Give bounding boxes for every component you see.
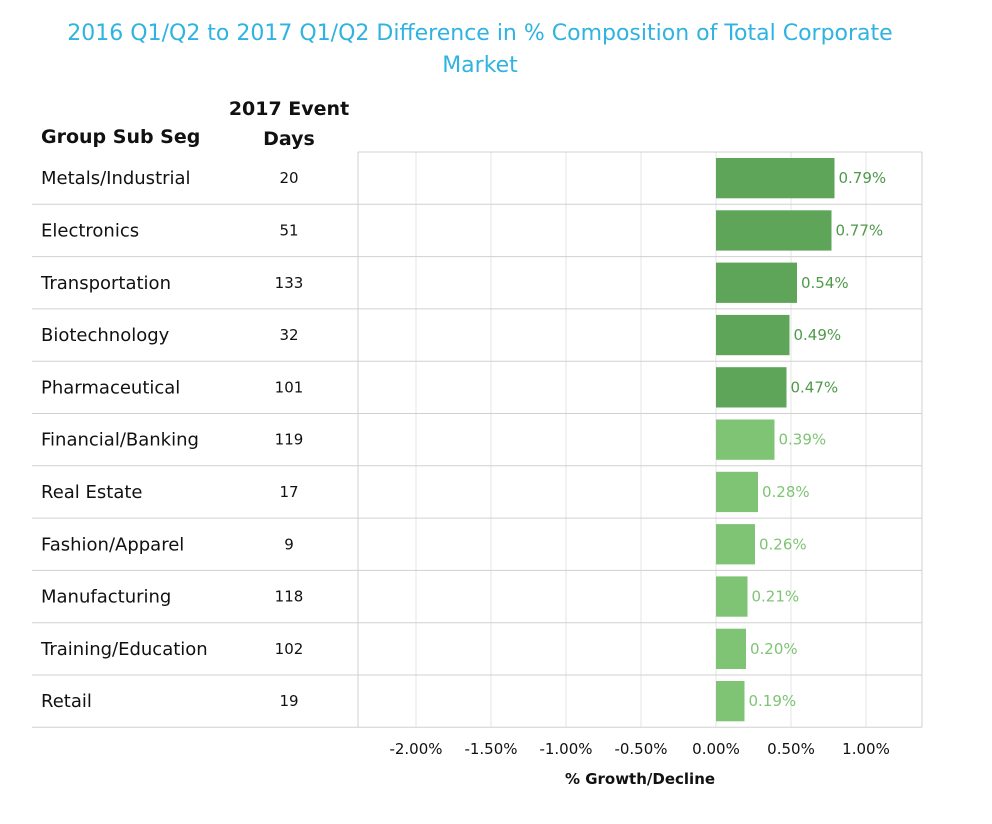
bar-value-label: 0.54% — [801, 274, 849, 292]
bar — [716, 419, 775, 460]
bar — [716, 314, 790, 356]
bar — [716, 681, 745, 722]
bar-value-label: 0.19% — [749, 692, 797, 710]
event-days-value: 17 — [279, 483, 298, 501]
x-axis-label: % Growth/Decline — [564, 770, 716, 788]
event-days-value: 32 — [279, 326, 298, 344]
event-days-value: 102 — [275, 640, 304, 658]
event-days-value: 133 — [275, 274, 304, 292]
event-days-value: 19 — [279, 692, 298, 710]
bar-value-label: 0.28% — [762, 483, 810, 501]
x-tick-label: -0.50% — [614, 740, 667, 758]
bar-value-label: 0.79% — [839, 169, 887, 187]
row-label: Financial/Banking — [41, 430, 199, 451]
event-days-value: 9 — [284, 535, 294, 553]
row-label: Retail — [41, 691, 92, 712]
bar — [716, 628, 746, 669]
event-days-value: 101 — [275, 378, 304, 396]
bar — [716, 158, 835, 199]
bar-value-label: 0.77% — [836, 221, 884, 239]
bar-value-label: 0.49% — [794, 326, 842, 344]
bar — [716, 210, 832, 251]
row-header: Group Sub Seg — [41, 126, 201, 148]
row-label: Manufacturing — [41, 587, 171, 608]
bar — [716, 262, 797, 303]
row-label: Real Estate — [41, 482, 143, 503]
bar-value-label: 0.20% — [750, 640, 798, 658]
row-label: Biotechnology — [41, 325, 170, 346]
x-tick-label: -1.00% — [539, 740, 592, 758]
event-days-value: 118 — [275, 588, 304, 606]
value-header: 2017 Event Days — [228, 98, 350, 150]
bar — [716, 576, 748, 617]
x-tick-label: 1.00% — [842, 740, 890, 758]
bar-value-label: 0.26% — [759, 535, 807, 553]
bar-value-label: 0.47% — [791, 378, 839, 396]
bar — [716, 367, 787, 408]
bar — [716, 471, 758, 513]
event-days-value: 51 — [279, 221, 298, 239]
row-label: Pharmaceutical — [41, 377, 180, 398]
row-label: Training/Education — [40, 639, 208, 660]
x-tick-label: 0.50% — [767, 740, 815, 758]
x-tick-label: -1.50% — [464, 740, 517, 758]
x-tick-label: 0.00% — [692, 740, 740, 758]
chart-title: 2016 Q1/Q2 to 2017 Q1/Q2 Difference in %… — [67, 21, 893, 78]
x-tick-label: -2.00% — [389, 740, 442, 758]
bar-value-label: 0.21% — [752, 588, 800, 606]
row-label: Transportation — [40, 273, 171, 294]
event-days-value: 119 — [275, 431, 304, 449]
bar-value-label: 0.39% — [779, 431, 827, 449]
row-label: Electronics — [41, 220, 139, 241]
row-label: Fashion/Apparel — [41, 534, 184, 555]
event-days-value: 20 — [279, 169, 298, 187]
bar — [716, 524, 755, 565]
row-label: Metals/Industrial — [41, 168, 191, 189]
